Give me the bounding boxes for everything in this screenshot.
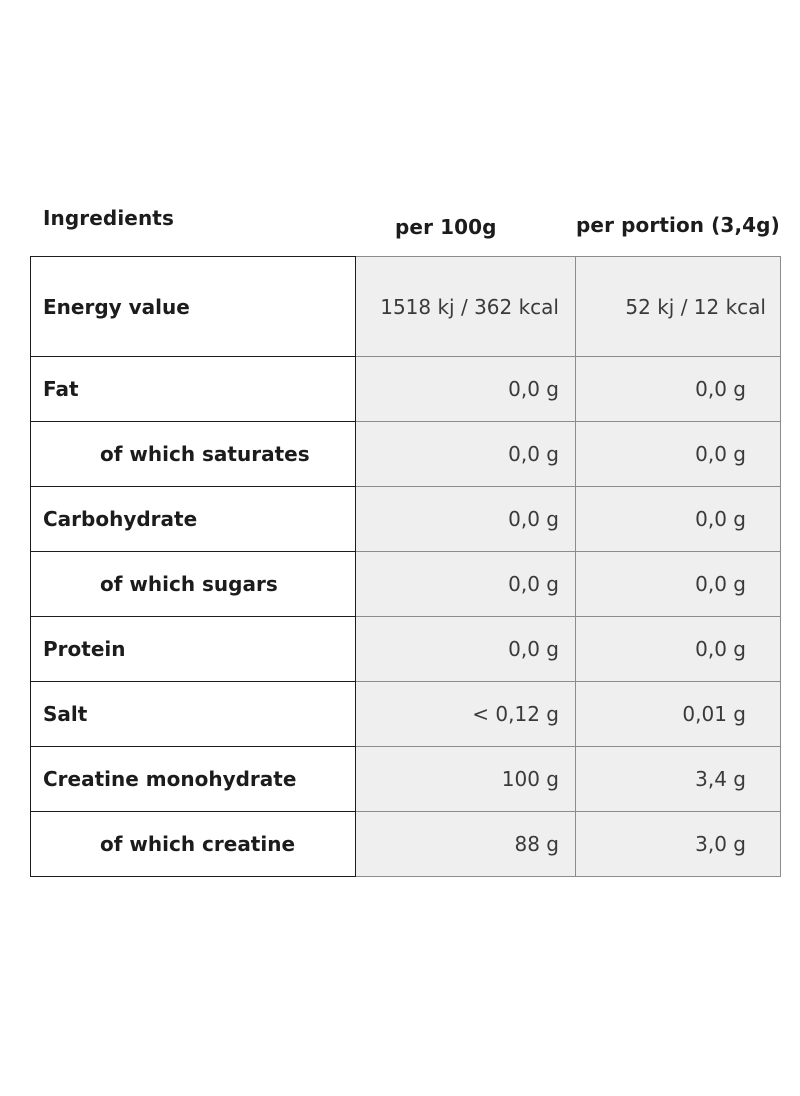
per-portion-value: 3,0 g: [575, 811, 781, 877]
per-portion-value: 0,01 g: [575, 681, 781, 747]
per-100g-value: 88 g: [355, 811, 576, 877]
per-portion-value: 52 kj / 12 kcal: [575, 256, 781, 357]
row-label: Salt: [30, 681, 356, 747]
table-row-saturates: of which saturates 0,0 g 0,0 g: [30, 421, 781, 487]
table-row-fat: Fat 0,0 g 0,0 g: [30, 356, 781, 422]
table-row-salt: Salt < 0,12 g 0,01 g: [30, 681, 781, 747]
per-portion-header: per portion (3,4g): [576, 213, 780, 237]
per-100g-value: 1518 kj / 362 kcal: [355, 256, 576, 357]
row-label: of which creatine: [30, 811, 356, 877]
per-portion-value: 0,0 g: [575, 421, 781, 487]
ingredients-header: Ingredients: [43, 206, 174, 230]
table-row-carbohydrate: Carbohydrate 0,0 g 0,0 g: [30, 486, 781, 552]
per-100g-value: 100 g: [355, 746, 576, 812]
row-label: of which saturates: [30, 421, 356, 487]
table-row-energy-value: Energy value 1518 kj / 362 kcal 52 kj / …: [30, 256, 781, 357]
table-row-protein: Protein 0,0 g 0,0 g: [30, 616, 781, 682]
per-100g-header: per 100g: [395, 215, 497, 239]
nutrition-table: Energy value 1518 kj / 362 kcal 52 kj / …: [30, 256, 781, 877]
row-label: Protein: [30, 616, 356, 682]
row-label: of which sugars: [30, 551, 356, 617]
row-label: Energy value: [30, 256, 356, 357]
table-row-creatine-monohydrate: Creatine monohydrate 100 g 3,4 g: [30, 746, 781, 812]
table-row-creatine: of which creatine 88 g 3,0 g: [30, 811, 781, 877]
per-100g-value: 0,0 g: [355, 616, 576, 682]
row-label: Carbohydrate: [30, 486, 356, 552]
per-100g-value: < 0,12 g: [355, 681, 576, 747]
per-portion-value: 0,0 g: [575, 486, 781, 552]
per-100g-value: 0,0 g: [355, 356, 576, 422]
per-100g-value: 0,0 g: [355, 421, 576, 487]
per-portion-value: 3,4 g: [575, 746, 781, 812]
per-portion-value: 0,0 g: [575, 356, 781, 422]
per-100g-value: 0,0 g: [355, 486, 576, 552]
row-label: Fat: [30, 356, 356, 422]
per-portion-value: 0,0 g: [575, 551, 781, 617]
table-row-sugars: of which sugars 0,0 g 0,0 g: [30, 551, 781, 617]
per-100g-value: 0,0 g: [355, 551, 576, 617]
row-label: Creatine monohydrate: [30, 746, 356, 812]
per-portion-value: 0,0 g: [575, 616, 781, 682]
